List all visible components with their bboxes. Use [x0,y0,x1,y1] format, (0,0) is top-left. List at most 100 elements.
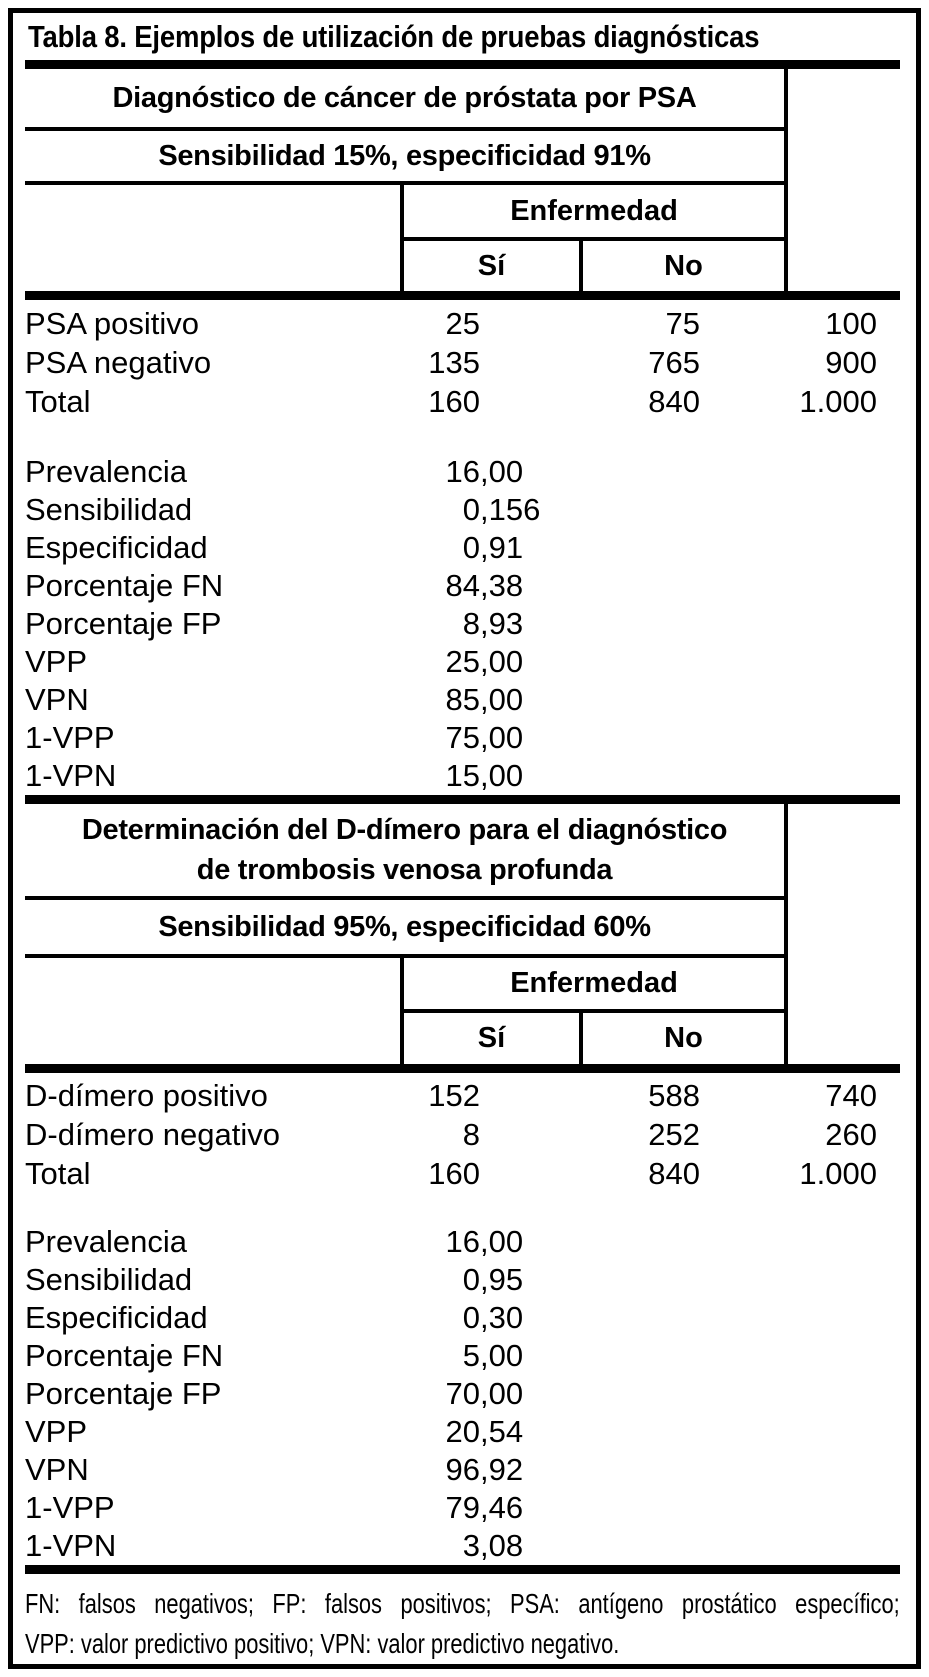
table1-totals-header-cell [788,69,900,291]
stat-label: Sensibilidad [25,492,193,527]
thick-rule-table2-data [25,1064,900,1073]
table-figure-frame: Tabla 8. Ejemplos de utilización de prue… [8,8,921,1669]
stat-label: Sensibilidad [25,1262,193,1297]
footnote: FN: falsos negativos; FP: falsos positiv… [25,1584,900,1664]
stat-value-dec: ,00 [480,682,524,717]
table1-test-title-line: Diagnóstico de cáncer de próstata por PS… [112,81,697,114]
table-row: Total 160 840 1.000 [25,1154,900,1193]
stat-value-dec: ,46 [480,1490,524,1525]
blank-row [25,421,900,453]
table1-contingency-rows: PSA positivo 25 75 100 PSA negativo 135 … [25,300,900,421]
stat-value-int: 0 [462,530,480,565]
table2-test-title-line1: Determinación del D-dímero para el diagn… [81,814,728,846]
total-value: 260 [825,1117,877,1152]
stat-value-dec: ,30 [480,1300,524,1335]
stat-row: Prevalencia 16 ,00 [25,1223,900,1261]
footnote-line1: FN: falsos negativos; FP: falsos positiv… [25,1588,900,1619]
stat-label: VPN [25,682,89,717]
stat-label: Especificidad [25,530,208,565]
table2-contingency-rows: D-dímero positivo 152 588 740 D-dímero n… [25,1073,900,1193]
stat-value-dec: ,91 [480,530,524,565]
stat-value-int: 0 [462,492,480,527]
stat-value-dec: ,00 [480,758,524,793]
figure-content: Diagnóstico de cáncer de próstata por PS… [25,60,900,1574]
stat-value-dec: ,38 [480,568,524,603]
stat-label: Prevalencia [25,1224,187,1259]
table1-disease-header-cell: Enfermedad [404,185,784,241]
stat-row: Especificidad 0 ,30 [25,1299,900,1337]
stat-value-int: 70 [445,1376,480,1411]
table2-yesno-row: Sí No [404,1013,784,1064]
si-value: 8 [462,1117,480,1152]
stat-value-int: 96 [445,1452,480,1487]
stat-value-int: 5 [462,1338,480,1373]
stat-row: VPN 85 ,00 [25,681,900,719]
stat-value-int: 25 [445,644,480,679]
table1-empty-corner-cell [25,185,400,291]
table-row: Total 160 840 1.000 [25,382,900,421]
stat-label: VPP [25,1414,88,1449]
table-row: PSA negativo 135 765 900 [25,343,900,382]
stat-label: Porcentaje FP [25,606,222,641]
total-value: 1.000 [799,384,877,419]
table1-sensitivity-cell: Sensibilidad 15%, especificidad 91% [25,131,784,185]
row-label: D-dímero positivo [25,1078,268,1113]
row-label: PSA negativo [25,345,212,380]
stat-label: VPN [25,1452,89,1487]
thick-rule-bottom [25,1565,900,1574]
stat-label: 1-VPP [25,720,115,755]
row-label: PSA positivo [25,306,200,341]
figure-title: Tabla 8. Ejemplos de utilización de prue… [28,18,760,54]
stat-label: Porcentaje FN [25,1338,224,1373]
table2-no-header-cell: No [664,1022,703,1054]
thick-rule-top [25,60,900,69]
blank-row [25,1193,900,1223]
stat-row: Porcentaje FN 5 ,00 [25,1337,900,1375]
stat-value-int: 16 [445,1224,480,1259]
stat-label: 1-VPN [25,758,117,793]
row-label: Total [25,384,91,419]
table2-empty-corner-cell [25,958,400,1064]
stat-value-dec: ,00 [480,720,524,755]
stat-value-dec: ,95 [480,1262,524,1297]
stat-value-int: 75 [445,720,480,755]
thick-rule-between-tables [25,795,900,804]
stat-label: 1-VPP [25,1490,115,1525]
stat-row: VPP 20 ,54 [25,1413,900,1451]
stat-value-dec: ,00 [480,1376,524,1411]
stat-row: Porcentaje FP 8 ,93 [25,605,900,643]
stat-row: Porcentaje FN 84 ,38 [25,567,900,605]
stat-row: 1-VPP 75 ,00 [25,719,900,757]
table2-test-title-line2: de trombosis venosa profunda [196,854,613,886]
stat-row: 1-VPN 15 ,00 [25,757,900,795]
table-row: D-dímero positivo 152 588 740 [25,1076,900,1115]
table1-no-header-cell: No [664,249,703,282]
stat-label: Especificidad [25,1300,208,1335]
stat-value-dec: ,93 [480,606,524,641]
figure-title-bar: Tabla 8. Ejemplos de utilización de prue… [13,13,916,60]
total-value: 1.000 [799,1156,877,1191]
table1-stats: Prevalencia 16 ,00 Sensibilidad 0 ,156 E… [25,453,900,795]
stat-row: Especificidad 0 ,91 [25,529,900,567]
stat-value-int: 15 [445,758,480,793]
stat-value-int: 20 [445,1414,480,1449]
si-value: 160 [428,384,480,419]
stat-value-dec: ,156 [480,492,541,527]
si-value: 152 [428,1078,480,1113]
stat-row: VPP 25 ,00 [25,643,900,681]
stat-label: Porcentaje FN [25,568,224,603]
no-value: 840 [648,1156,700,1191]
stat-row: VPN 96 ,92 [25,1451,900,1489]
stat-value-int: 3 [462,1528,480,1563]
stat-row: Sensibilidad 0 ,95 [25,1261,900,1299]
stat-value-int: 16 [445,454,480,489]
stat-label: Porcentaje FP [25,1376,222,1411]
table1-header-main: Diagnóstico de cáncer de próstata por PS… [25,69,788,291]
stat-row: 1-VPN 3 ,08 [25,1527,900,1565]
table2-disease-header-cell: Enfermedad [404,958,784,1013]
stat-value-dec: ,00 [480,644,524,679]
no-value: 765 [648,345,700,380]
total-value: 740 [825,1078,877,1113]
table2-test-title-cell: Determinación del D-dímero para el diagn… [25,804,784,900]
table-row: PSA positivo 25 75 100 [25,304,900,343]
